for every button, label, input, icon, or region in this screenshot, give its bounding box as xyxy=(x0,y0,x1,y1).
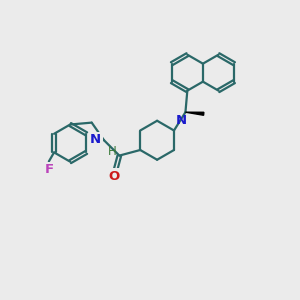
Text: N: N xyxy=(90,133,101,146)
Text: N: N xyxy=(176,114,187,127)
Polygon shape xyxy=(185,112,204,115)
Text: O: O xyxy=(108,170,119,183)
Text: F: F xyxy=(44,163,53,176)
Text: H: H xyxy=(108,145,117,158)
